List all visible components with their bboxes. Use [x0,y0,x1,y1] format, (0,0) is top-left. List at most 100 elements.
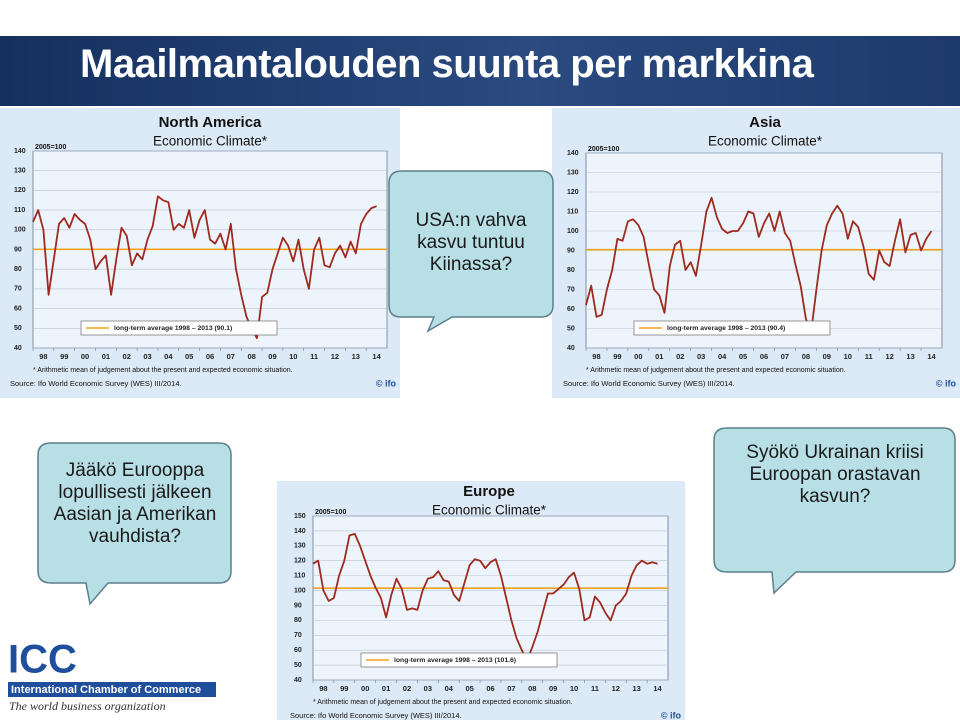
callout-bubble [713,427,956,595]
source: Source: Ifo World Economic Survey (WES) … [290,711,462,720]
x-tick-label: 09 [268,352,276,361]
x-tick-label: 12 [331,352,339,361]
x-tick-label: 99 [340,684,348,693]
y-tick-label: 80 [14,266,22,273]
legend-label: long-term average 1998 – 2013 (101.6) [394,657,516,664]
y-tick-label: 50 [567,325,575,332]
header: Maailmantalouden suunta per markkina [0,36,960,106]
legend-label: long-term average 1998 – 2013 (90.4) [667,325,785,332]
chart: 40 50 60 70 80 90 100 110 120 130 140 150 98 99 00 01 02… [277,481,685,720]
y-tick-label: 40 [567,345,575,352]
y-tick-label: 70 [14,286,22,293]
y-tick-label: 90 [294,602,302,609]
y-tick-label: 40 [14,345,22,352]
x-tick-label: 00 [634,352,642,361]
x-tick-label: 03 [143,352,151,361]
y-tick-label: 90 [567,247,575,254]
logo: ICC International Chamber of Commerce Th… [8,638,216,713]
y-tick-label: 120 [14,187,26,194]
data-line [585,196,933,334]
legend-box [80,320,278,336]
legend-label: long-term average 1998 – 2013 (90.1) [114,325,232,332]
callout-bubble [37,442,232,606]
chart: 40 50 60 70 80 90 100 110 120 130 140 98 99 00 01 02 03 0… [552,108,960,398]
y-tick-label: 110 [567,208,578,215]
x-tick-label: 02 [123,352,131,361]
logo-bar [8,682,216,697]
x-tick-label: 07 [781,352,789,361]
y-tick-label: 110 [14,207,25,214]
base-note: 2005=100 [35,144,66,151]
chart-subtitle: Economic Climate* [153,134,268,149]
y-tick-label: 130 [567,169,579,176]
y-tick-label: 60 [14,305,22,312]
y-tick-label: 130 [14,168,26,175]
credit: © ifo [661,710,682,720]
chart: 40 50 60 70 80 90 100 110 120 130 140 98 99 00 01 02 03 0… [0,108,400,398]
x-tick-label: 02 [403,684,411,693]
x-tick-label: 11 [865,352,873,361]
x-tick-label: 98 [319,684,327,693]
x-tick-label: 08 [247,352,255,361]
base-note: 2005=100 [315,509,346,516]
x-tick-label: 10 [289,352,297,361]
data-line [32,195,377,340]
x-tick-label: 00 [361,684,369,693]
x-tick-label: 14 [653,684,662,693]
x-tick-label: 01 [102,352,110,361]
x-tick-label: 08 [802,352,810,361]
footnote: * Arithmetic mean of judgement about the… [33,367,293,374]
x-tick-label: 01 [655,352,663,361]
x-tick-label: 14 [927,352,936,361]
x-tick-label: 05 [185,352,193,361]
y-tick-label: 60 [294,647,302,654]
x-tick-label: 13 [906,352,914,361]
slide-title: Maailmantalouden suunta per markkina [80,42,814,86]
y-tick-label: 100 [294,587,306,594]
footnote: * Arithmetic mean of judgement about the… [586,367,846,374]
x-tick-label: 01 [382,684,390,693]
x-tick-label: 09 [549,684,557,693]
chart-subtitle: Economic Climate* [432,503,547,518]
y-tick-label: 90 [14,246,22,253]
y-tick-label: 50 [14,325,22,332]
x-tick-label: 04 [718,352,727,361]
credit: © ifo [936,378,957,388]
y-tick-label: 130 [294,543,306,550]
x-tick-label: 04 [445,684,454,693]
source: Source: Ifo World Economic Survey (WES) … [10,379,182,388]
x-tick-label: 10 [844,352,852,361]
y-tick-label: 70 [567,286,575,293]
y-tick-label: 100 [14,227,26,234]
x-tick-label: 05 [465,684,473,693]
y-tick-label: 140 [567,150,579,157]
x-tick-label: 00 [81,352,89,361]
logo-mark: ICC [8,638,77,682]
y-tick-label: 110 [294,572,305,579]
x-tick-label: 06 [206,352,214,361]
x-tick-label: 03 [424,684,432,693]
x-tick-label: 14 [372,352,381,361]
x-tick-label: 04 [164,352,173,361]
legend-box [633,320,831,336]
x-tick-label: 10 [570,684,578,693]
x-tick-label: 07 [227,352,235,361]
x-tick-label: 11 [591,684,599,693]
chart-subtitle: Economic Climate* [708,134,823,149]
y-tick-label: 140 [14,148,26,155]
y-tick-label: 120 [294,558,306,565]
credit: © ifo [376,378,397,388]
legend-box [360,652,558,668]
chart-title: Europe [463,483,515,500]
data-line [312,533,658,662]
x-tick-label: 06 [760,352,768,361]
base-note: 2005=100 [588,146,619,153]
y-tick-label: 80 [294,617,302,624]
x-tick-label: 99 [613,352,621,361]
y-tick-label: 120 [567,189,579,196]
callout-text: Jääkö Eurooppa lopullisesti jälkeen Aasi… [53,460,217,547]
x-tick-label: 99 [60,352,68,361]
callout-bubble [388,170,554,333]
